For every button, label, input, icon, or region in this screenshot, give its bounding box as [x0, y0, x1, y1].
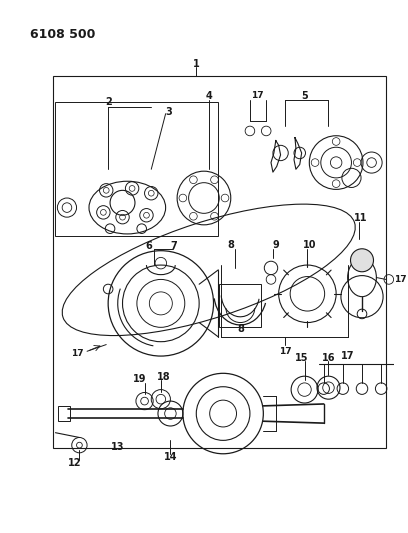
Text: 17: 17 [279, 347, 292, 356]
Bar [55, 102, 218, 236]
Text: 17: 17 [394, 275, 406, 284]
Text: 6: 6 [145, 241, 152, 251]
Text: 3: 3 [165, 107, 172, 117]
Text: 17: 17 [251, 91, 264, 100]
Bar [58, 406, 70, 421]
Text: 2: 2 [105, 97, 111, 107]
Bar [53, 76, 386, 448]
Text: 9: 9 [273, 240, 279, 250]
Text: 7: 7 [170, 241, 177, 251]
Text: 5: 5 [301, 91, 308, 101]
Text: 1: 1 [193, 59, 200, 69]
Text: 18: 18 [157, 372, 171, 382]
Text: 8: 8 [227, 240, 234, 250]
Text: 14: 14 [164, 451, 177, 462]
Text: 6108 500: 6108 500 [30, 28, 95, 42]
Text: 17: 17 [71, 349, 84, 358]
Bar [219, 284, 262, 327]
Text: 15: 15 [295, 353, 308, 363]
Text: 16: 16 [322, 353, 335, 363]
Text: 13: 13 [111, 442, 124, 452]
Text: 19: 19 [133, 374, 146, 384]
Circle shape [350, 249, 373, 272]
Text: 11: 11 [354, 213, 368, 223]
Text: 12: 12 [68, 458, 81, 469]
Text: 8: 8 [237, 324, 244, 334]
Text: 4: 4 [205, 92, 212, 101]
Text: 17: 17 [341, 351, 355, 361]
Text: 10: 10 [303, 240, 316, 250]
